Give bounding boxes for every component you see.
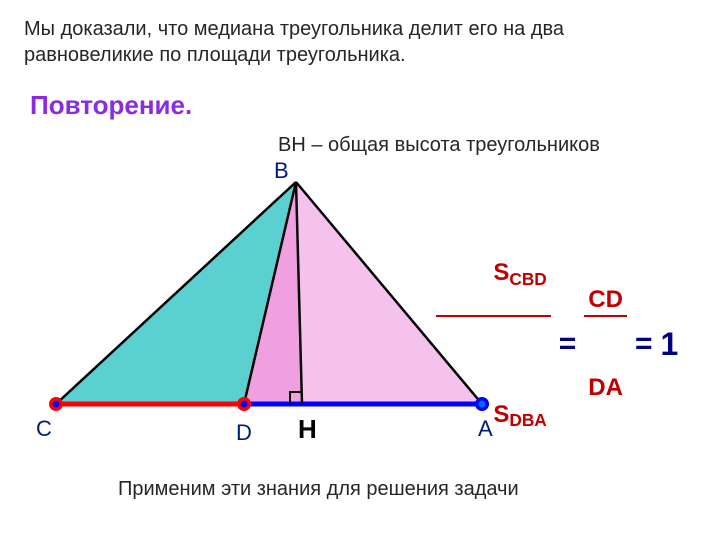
label-C: C [36,416,52,442]
triangle-diagram [0,0,720,540]
label-H: H [298,414,317,445]
slide: Мы доказали, что медиана треугольника де… [0,0,720,540]
label-B: B [274,158,289,184]
point-C [49,397,63,411]
point-D [237,397,251,411]
point-A [475,397,489,411]
label-A: A [478,416,493,442]
label-D: D [236,420,252,446]
